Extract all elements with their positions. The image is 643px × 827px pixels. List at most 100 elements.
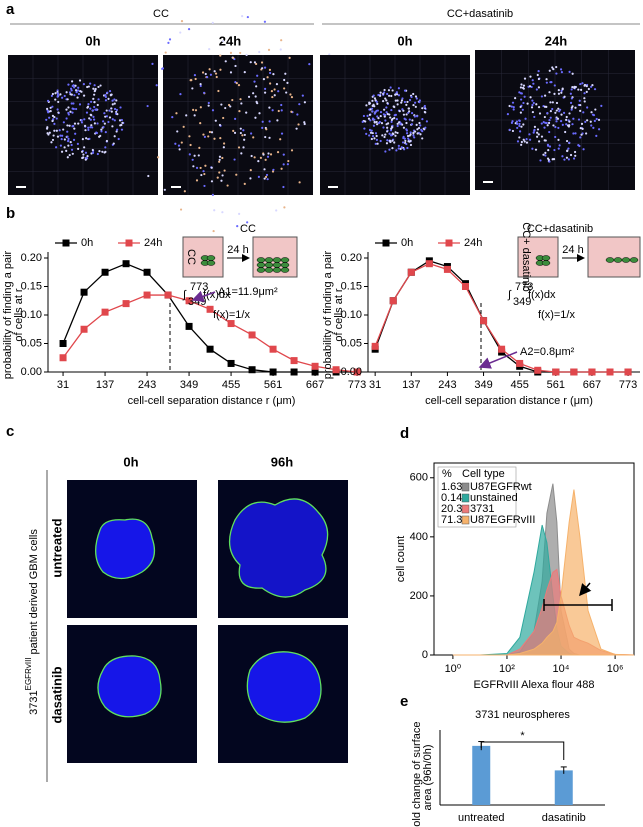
- cell-dot: [89, 107, 92, 110]
- cell-dot: [537, 106, 541, 109]
- cell-dot: [373, 120, 376, 124]
- y-tick-label: 0.20: [21, 252, 42, 264]
- cell-dot: [65, 91, 68, 94]
- cell-dot: [249, 177, 252, 180]
- cell-dot: [270, 90, 273, 93]
- cell-dot: [395, 91, 398, 94]
- cell-dot: [289, 93, 292, 96]
- point: [80, 325, 88, 333]
- cell-dot: [414, 105, 417, 108]
- cell-dot: [547, 121, 551, 125]
- cell-dot: [586, 119, 589, 122]
- cell-dot: [397, 144, 400, 147]
- cell-dot: [59, 144, 62, 147]
- legend-box: [437, 466, 517, 528]
- cell-dot: [91, 126, 94, 129]
- cell-dot: [528, 133, 531, 136]
- cell-dot: [385, 111, 388, 114]
- inset-cell: [621, 257, 631, 263]
- cell-dot: [529, 75, 532, 78]
- charts: 0.00 0.05 0.10 0.15 0.20 31 137 243 349 455 561 667…: [2, 222, 641, 827]
- cell-dot: [67, 139, 70, 143]
- cell-dot: [238, 212, 241, 216]
- cell-dot: [51, 114, 55, 117]
- cell-dot: [62, 128, 65, 131]
- cell-dot: [71, 80, 74, 83]
- cell-dot: [408, 98, 412, 102]
- cell-dot: [520, 140, 523, 144]
- cell-dot: [61, 96, 64, 99]
- legend-percent: 20.3: [441, 503, 462, 515]
- cell-dot: [522, 123, 525, 126]
- cell-dot: [95, 108, 98, 111]
- cell-dot: [207, 104, 210, 107]
- legend-swatch: [461, 504, 470, 514]
- inset-cell: [629, 257, 639, 263]
- cell-dot: [151, 62, 154, 65]
- cell-dot: [565, 115, 568, 119]
- cell-dot: [203, 91, 206, 94]
- cell-dot: [264, 135, 267, 139]
- cell-dot: [226, 184, 229, 187]
- inset-label: 24 h: [562, 244, 583, 256]
- cell-dot: [369, 131, 373, 134]
- inset-label: 24 h: [227, 244, 248, 256]
- bar: [472, 745, 491, 805]
- cell-dot: [532, 131, 535, 134]
- cell-dot: [68, 91, 72, 94]
- cell-dot: [382, 126, 385, 129]
- point: [80, 288, 88, 296]
- cell-dot: [303, 101, 306, 104]
- cell-dot: [198, 146, 201, 149]
- cell-dot: [531, 99, 534, 102]
- cell-dot: [590, 111, 593, 114]
- cell-dot: [391, 147, 394, 150]
- cell-dot: [84, 151, 88, 154]
- cell-dot: [121, 121, 124, 124]
- cell-dot: [239, 131, 242, 135]
- cell-dot: [262, 153, 265, 156]
- cell-dot: [210, 166, 213, 169]
- cell-dot: [267, 48, 271, 51]
- cell-dot: [568, 70, 571, 74]
- cell-dot: [199, 83, 202, 86]
- cell-dot: [545, 78, 548, 81]
- cell-dot: [376, 102, 379, 105]
- cell-dot: [264, 87, 267, 90]
- cell-dot: [570, 88, 573, 91]
- x-tick-label: 667: [583, 379, 601, 391]
- cell-dot: [237, 146, 241, 149]
- cell-dot: [107, 97, 110, 100]
- time-label: 24h: [219, 33, 241, 48]
- cell-dot: [104, 95, 108, 99]
- cell-dot: [585, 85, 588, 88]
- cell-dot: [371, 135, 375, 138]
- cell-dot: [412, 103, 415, 107]
- cell-dot: [111, 103, 114, 106]
- cell-dot: [557, 89, 560, 92]
- x-tick-label: 349: [474, 379, 492, 391]
- cell-dot: [185, 114, 188, 117]
- cell-dot: [177, 144, 181, 147]
- legend-swatch: [461, 482, 470, 492]
- cell-dot: [421, 130, 424, 133]
- cell-dot: [406, 100, 409, 104]
- point: [101, 268, 109, 276]
- cell-dot: [183, 190, 186, 193]
- cell-dot: [111, 125, 114, 128]
- cell-dot: [265, 128, 268, 131]
- cell-dot: [84, 158, 87, 161]
- cell-dot: [565, 139, 569, 143]
- cell-dot: [506, 113, 509, 116]
- cell-dot: [557, 126, 560, 130]
- cell-dot: [279, 48, 282, 51]
- cell-dot: [403, 148, 406, 151]
- cell-dot: [222, 146, 225, 149]
- cell-dot: [213, 70, 216, 73]
- cell-dot: [102, 120, 105, 123]
- cell-dot: [67, 83, 70, 86]
- cell-dot: [71, 111, 74, 114]
- cell-dot: [66, 130, 69, 133]
- beaker: [587, 236, 641, 278]
- cell-dot: [528, 85, 532, 88]
